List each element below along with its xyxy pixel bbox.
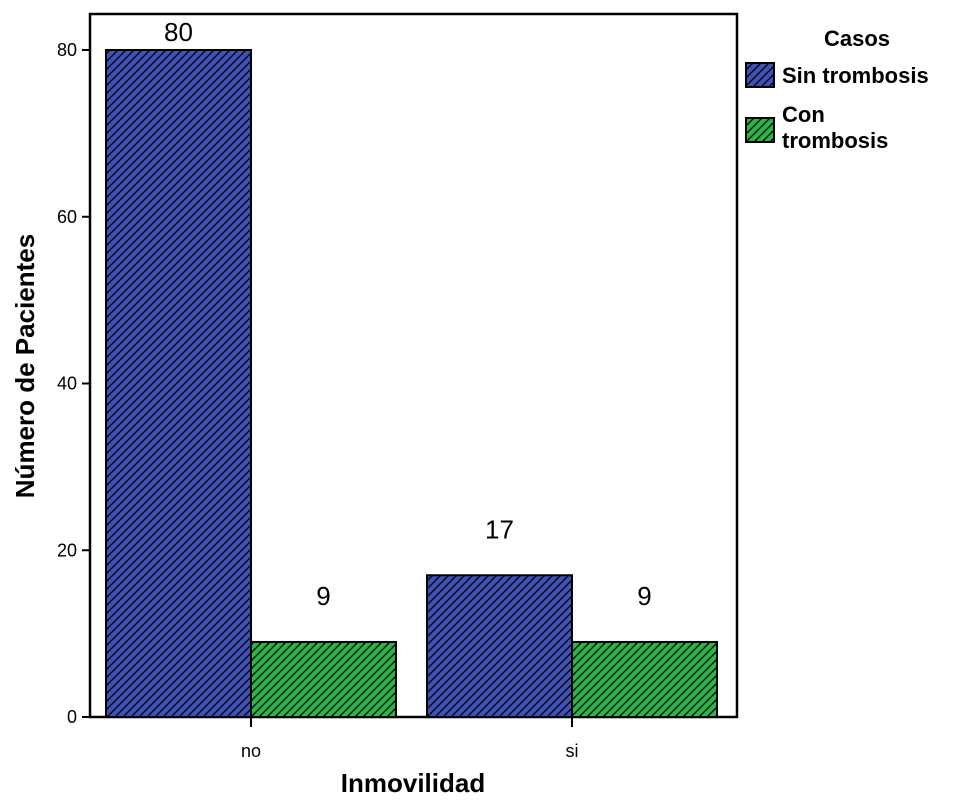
legend-title: Casos bbox=[824, 26, 890, 51]
y-tick-label: 80 bbox=[57, 40, 77, 60]
data-label-no-series-1: 9 bbox=[316, 581, 330, 611]
y-tick-label: 40 bbox=[57, 374, 77, 394]
x-tick-label-no: no bbox=[241, 741, 261, 761]
legend-label-series-1: Con bbox=[782, 102, 825, 127]
plot-frame bbox=[88, 12, 739, 719]
y-axis: 0 20 40 60 80 bbox=[57, 40, 90, 727]
y-tick-label: 0 bbox=[67, 707, 77, 727]
x-axis: no si bbox=[241, 717, 579, 761]
x-axis-title: Inmovilidad bbox=[341, 768, 485, 798]
legend-label-series-1: trombosis bbox=[782, 128, 888, 153]
data-label-no-series-0: 80 bbox=[164, 17, 193, 47]
x-tick-label-si: si bbox=[566, 741, 579, 761]
data-labels-group: 80 9 17 9 bbox=[164, 17, 652, 611]
bar-no-series-0 bbox=[105, 49, 252, 718]
legend-swatch-series-0 bbox=[745, 62, 775, 88]
y-tick-label: 20 bbox=[57, 540, 77, 560]
data-label-si-series-1: 9 bbox=[637, 581, 651, 611]
data-label-si-series-0: 17 bbox=[485, 514, 514, 544]
bar-no-series-1 bbox=[250, 640, 397, 719]
bar-si-series-0 bbox=[426, 574, 573, 719]
y-tick-label: 60 bbox=[57, 207, 77, 227]
legend-label-series-0: Sin trombosis bbox=[782, 63, 929, 88]
y-axis-title: Número de Pacientes bbox=[10, 234, 40, 498]
bars-group bbox=[105, 49, 718, 719]
bar-si-series-1 bbox=[571, 640, 718, 719]
legend-swatch-series-1 bbox=[745, 117, 775, 143]
